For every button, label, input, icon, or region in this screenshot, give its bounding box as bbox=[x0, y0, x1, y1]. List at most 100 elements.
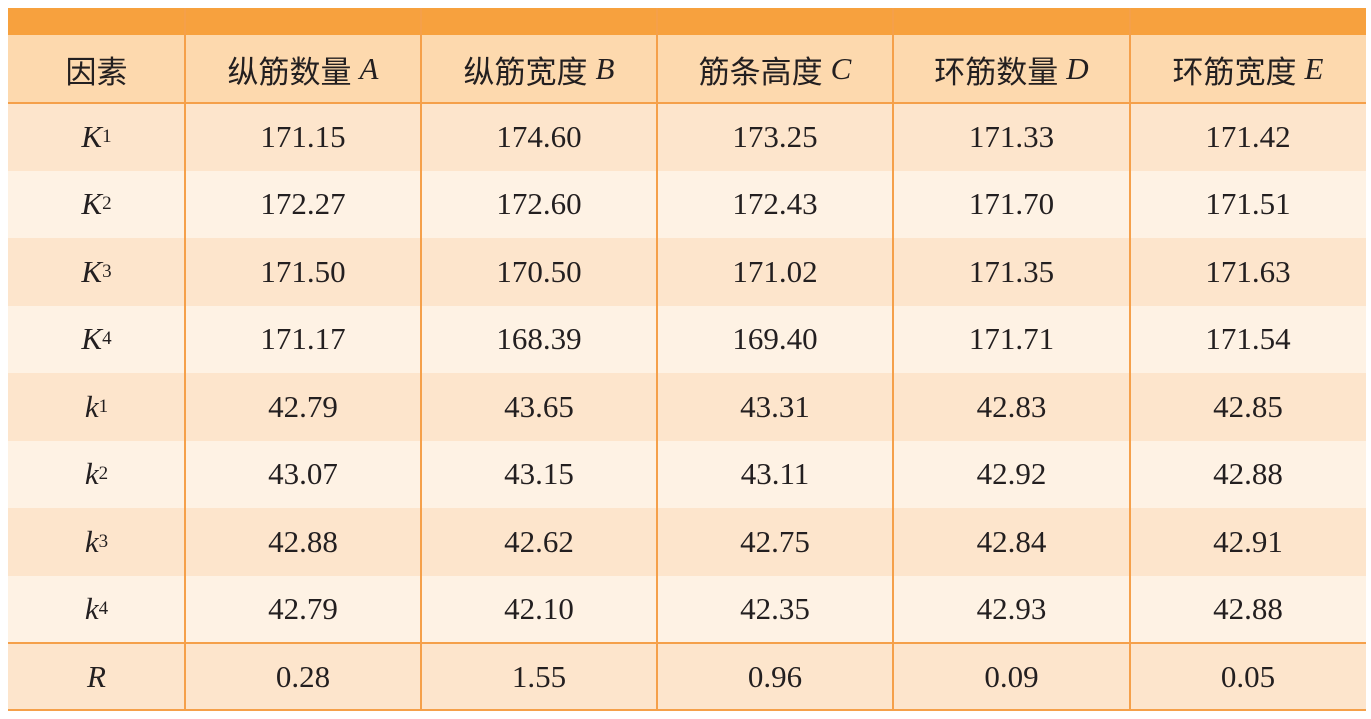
value-text: 42.88 bbox=[1213, 591, 1283, 627]
value-text: 42.35 bbox=[740, 591, 810, 627]
value-text: 171.63 bbox=[1205, 253, 1291, 289]
row-symbol: k bbox=[84, 523, 99, 559]
row-band bbox=[8, 643, 1366, 711]
value-cell: 171.42 bbox=[1130, 103, 1366, 171]
row-band bbox=[8, 440, 1366, 508]
table: 因素 纵筋数量 A 纵筋宽度 B 筋条高度 C 环筋数量 D 环筋宽度 E K 1 171.15 174.6… bbox=[8, 8, 1366, 711]
value-text: 0.28 bbox=[275, 658, 331, 694]
value-cell: 173.25 bbox=[657, 103, 893, 171]
header-text: 因素 bbox=[65, 54, 128, 90]
value-cell: 172.60 bbox=[421, 171, 657, 239]
value-cell: 169.40 bbox=[657, 306, 893, 374]
header-cell: 环筋宽度 E bbox=[1130, 35, 1366, 103]
value-text: 42.62 bbox=[504, 523, 574, 559]
value-text: 171.70 bbox=[968, 186, 1055, 222]
row-band bbox=[8, 575, 1366, 643]
header-variable: D bbox=[1066, 51, 1089, 86]
row-subscript: 1 bbox=[98, 395, 109, 417]
header-text: 环筋数量 bbox=[934, 54, 1059, 90]
value-text: 42.84 bbox=[976, 523, 1047, 559]
value-text: 42.75 bbox=[740, 523, 810, 559]
value-cell: 171.33 bbox=[893, 103, 1130, 171]
bottom-rule bbox=[8, 708, 1366, 711]
value-cell: 42.88 bbox=[185, 508, 421, 576]
value-cell: 43.65 bbox=[421, 373, 657, 441]
row-symbol: K bbox=[81, 186, 103, 222]
header-text: 纵筋宽度 bbox=[463, 54, 588, 90]
row-symbol: k bbox=[84, 388, 99, 424]
value-text: 171.51 bbox=[1205, 186, 1291, 222]
header-variable: E bbox=[1304, 51, 1324, 86]
value-cell: 42.84 bbox=[893, 508, 1130, 576]
header-band bbox=[8, 35, 1366, 103]
value-text: 43.15 bbox=[504, 456, 574, 492]
header-rule bbox=[8, 102, 1366, 104]
value-cell: 42.79 bbox=[185, 373, 421, 441]
value-text: 42.88 bbox=[268, 523, 338, 559]
value-cell: 42.35 bbox=[657, 576, 893, 644]
column-divider bbox=[420, 8, 422, 711]
value-cell: 0.05 bbox=[1130, 643, 1366, 711]
header-cell: 纵筋宽度 B bbox=[421, 35, 657, 103]
row-subscript: 1 bbox=[102, 125, 112, 147]
value-cell: 168.39 bbox=[421, 306, 657, 374]
header-cell: 纵筋数量 A bbox=[185, 35, 421, 103]
value-cell: 0.28 bbox=[185, 643, 421, 711]
header-text: 纵筋数量 bbox=[227, 54, 352, 90]
value-text: 171.02 bbox=[732, 253, 818, 289]
value-text: 171.54 bbox=[1205, 321, 1291, 357]
column-divider bbox=[1129, 8, 1131, 711]
row-symbol: K bbox=[81, 253, 103, 289]
value-cell: 174.60 bbox=[421, 103, 657, 171]
value-cell: 42.83 bbox=[893, 373, 1130, 441]
value-text: 42.83 bbox=[976, 388, 1047, 424]
header-text: 筋条高度 bbox=[698, 54, 823, 90]
value-text: 43.07 bbox=[268, 456, 338, 492]
row-subscript: 2 bbox=[98, 463, 109, 485]
row-subscript: 3 bbox=[98, 530, 109, 552]
value-cell: 171.63 bbox=[1130, 238, 1366, 306]
value-text: 0.05 bbox=[1220, 658, 1276, 694]
header-cell: 因素 bbox=[8, 35, 185, 103]
value-text: 170.50 bbox=[496, 253, 582, 289]
value-text: 42.92 bbox=[976, 456, 1047, 492]
value-text: 172.60 bbox=[496, 186, 582, 222]
value-text: 43.31 bbox=[740, 388, 810, 424]
value-text: 42.79 bbox=[268, 591, 338, 627]
row-band bbox=[8, 373, 1366, 441]
value-cell: 172.27 bbox=[185, 171, 421, 239]
value-text: 171.42 bbox=[1205, 118, 1291, 154]
value-text: 0.96 bbox=[747, 658, 803, 694]
value-cell: 42.93 bbox=[893, 576, 1130, 644]
row-band bbox=[8, 170, 1366, 238]
value-cell: 170.50 bbox=[421, 238, 657, 306]
value-text: 42.91 bbox=[1213, 523, 1283, 559]
row-subscript: 2 bbox=[102, 193, 112, 215]
value-text: 42.85 bbox=[1213, 388, 1283, 424]
row-symbol: K bbox=[81, 118, 103, 154]
value-cell: 172.43 bbox=[657, 171, 893, 239]
value-text: 171.15 bbox=[260, 118, 346, 154]
row-symbol: R bbox=[87, 658, 106, 694]
header-cell: 筋条高度 C bbox=[657, 35, 893, 103]
row-band bbox=[8, 305, 1366, 373]
value-cell: 43.07 bbox=[185, 441, 421, 509]
value-cell: 42.92 bbox=[893, 441, 1130, 509]
row-band bbox=[8, 103, 1366, 171]
row-symbol: k bbox=[84, 456, 99, 492]
top-bar bbox=[8, 8, 1366, 35]
value-cell: 42.62 bbox=[421, 508, 657, 576]
header-variable: C bbox=[830, 51, 852, 86]
value-cell: 171.51 bbox=[1130, 171, 1366, 239]
value-text: 42.10 bbox=[504, 591, 574, 627]
value-text: 171.71 bbox=[968, 321, 1055, 357]
value-text: 42.93 bbox=[976, 591, 1047, 627]
value-text: 43.65 bbox=[504, 388, 574, 424]
